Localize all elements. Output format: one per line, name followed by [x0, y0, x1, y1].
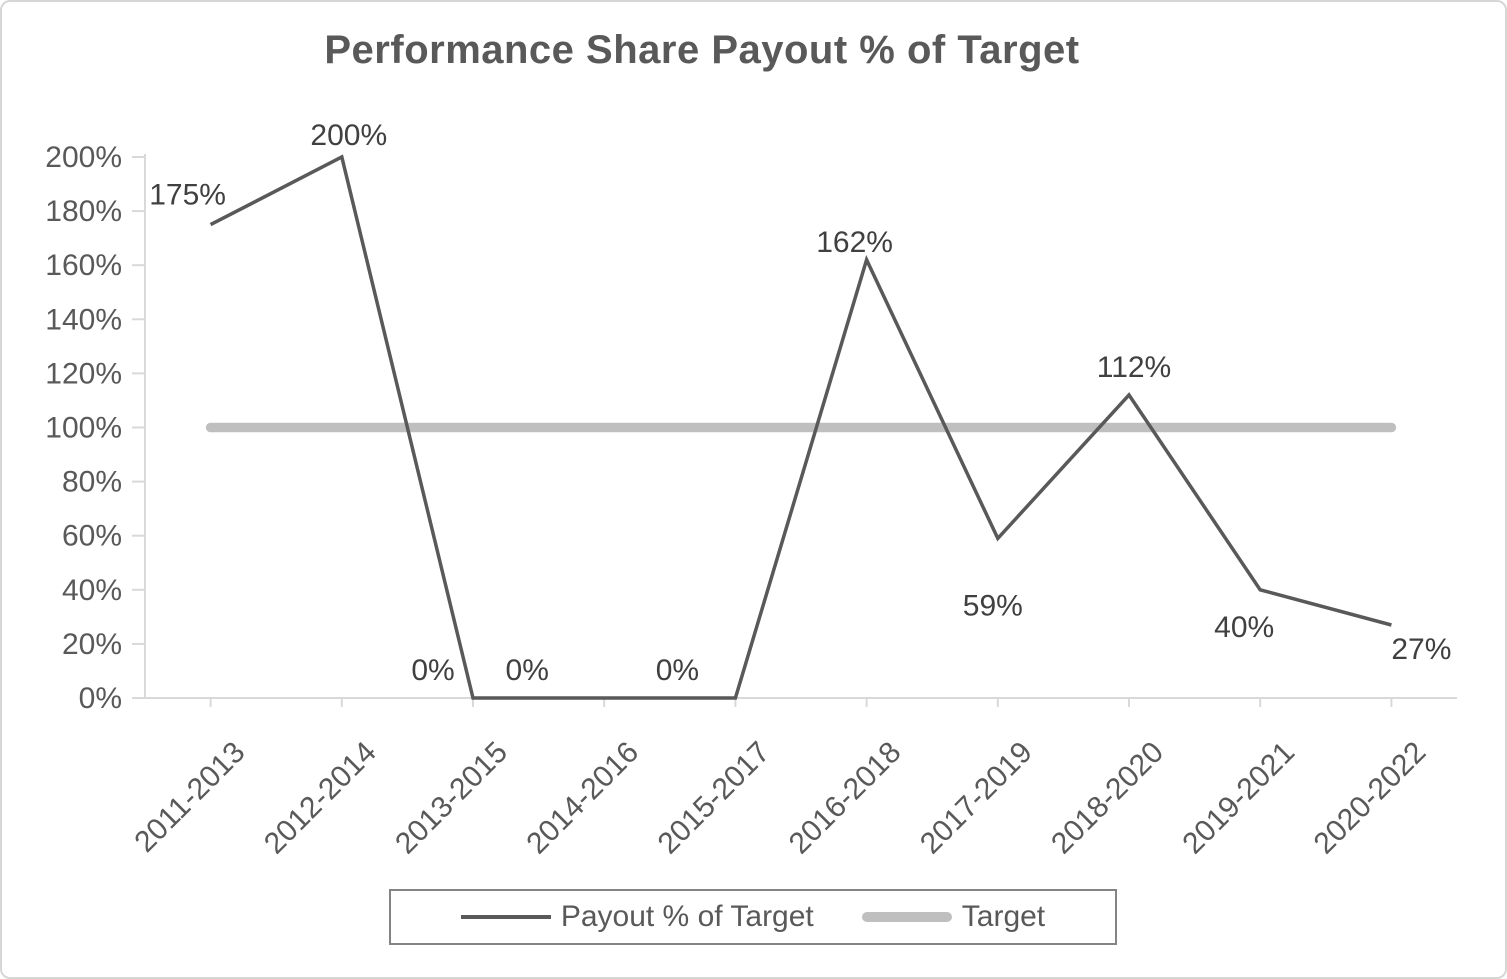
y-axis-tick-label: 100% — [45, 412, 122, 445]
legend-item-payout: Payout % of Target — [460, 900, 814, 934]
legend-label-target: Target — [961, 900, 1046, 933]
data-point-label: 59% — [963, 589, 1023, 622]
x-axis-tick-label: 2015-2017 — [652, 736, 777, 861]
y-axis-tick-label: 120% — [45, 357, 122, 390]
data-point-label: 112% — [1097, 351, 1172, 384]
x-axis-tick-label: 2011-2013 — [128, 736, 251, 859]
payout-line-swatch-icon — [460, 915, 551, 919]
data-point-label: 162% — [816, 226, 893, 259]
data-point-label: 0% — [506, 654, 549, 687]
x-axis-tick-label: 2017-2019 — [914, 736, 1039, 861]
data-point-label: 200% — [310, 119, 387, 152]
x-axis-tick-label: 2013-2015 — [389, 736, 514, 861]
y-axis-tick-label: 20% — [62, 628, 122, 661]
y-axis-tick-label: 160% — [45, 249, 122, 282]
y-axis-tick-label: 180% — [45, 195, 122, 228]
x-axis-tick-label: 2016-2018 — [783, 736, 908, 861]
target-line-swatch-icon — [861, 912, 952, 922]
y-axis-tick-label: 0% — [79, 682, 122, 715]
legend-label-payout: Payout % of Target — [560, 900, 814, 933]
data-point-label: 0% — [656, 654, 699, 687]
x-axis-tick-label: 2020-2022 — [1308, 736, 1433, 861]
data-point-label: 40% — [1214, 611, 1274, 644]
y-axis-tick-label: 140% — [45, 303, 122, 336]
chart-legend: Payout % of Target Target — [389, 889, 1117, 945]
y-axis-tick-label: 80% — [62, 466, 122, 499]
payout-series-line — [209, 154, 1392, 700]
x-axis-tick-label: 2019-2021 — [1176, 736, 1301, 861]
data-point-label: 27% — [1391, 633, 1451, 666]
x-axis-tick-label: 2018-2020 — [1045, 736, 1170, 861]
chart-title: Performance Share Payout % of Target — [324, 28, 1080, 72]
data-point-label: 175% — [149, 179, 226, 212]
legend-item-target: Target — [861, 900, 1046, 934]
x-axis-tick-label: 2014-2016 — [520, 736, 645, 861]
y-axis-tick-label: 40% — [62, 574, 122, 607]
y-axis-tick-label: 60% — [62, 520, 122, 553]
y-axis-tick-label: 200% — [45, 141, 122, 174]
data-point-label: 0% — [411, 654, 454, 687]
x-axis-tick-label: 2012-2014 — [258, 736, 383, 861]
